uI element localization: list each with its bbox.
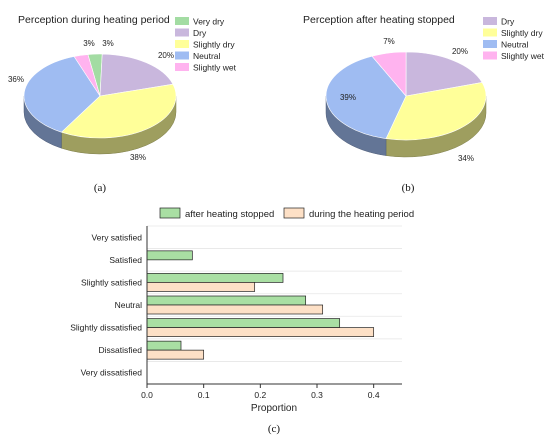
legend-swatch-3 (483, 51, 497, 60)
x-tick-label: 0.0 (141, 390, 153, 400)
bar-after-1 (146, 250, 193, 261)
bar-after-2 (146, 273, 284, 283)
pie-pct-label-3: 7% (383, 37, 395, 46)
x-tick-label: 0.2 (254, 390, 266, 400)
legend-label-2: Slightly dry (193, 40, 235, 50)
legend-swatch-0 (483, 17, 497, 25)
pie-pct-label-0: 20% (452, 47, 468, 56)
caption-b: (b) (402, 182, 415, 194)
legend-label-1: Dry (193, 28, 207, 38)
bar-legend-label-0: after heating stopped (185, 209, 274, 220)
pie-slice-2 (60, 83, 177, 139)
category-label: Dissatisfied (99, 345, 143, 355)
pie-pct-label-0: 3% (102, 39, 114, 48)
pie-slice-2 (325, 55, 407, 139)
pie-pct-label-2: 39% (340, 93, 356, 102)
category-label: Neutral (115, 300, 143, 310)
legend-swatch-1 (175, 28, 189, 37)
legend-label-0: Dry (501, 17, 515, 27)
x-tick-label: 0.1 (198, 390, 210, 400)
legend-label-2: Neutral (501, 40, 529, 50)
category-label: Satisfied (109, 255, 142, 265)
legend-label-3: Neutral (193, 51, 221, 61)
pie-slice-1 (99, 53, 174, 97)
legend-label-3: Slightly wet (501, 51, 545, 61)
caption-a: (a) (94, 182, 107, 194)
caption-c: (c) (268, 423, 281, 435)
bar-legend-swatch-0 (159, 207, 181, 219)
legend-swatch-2 (175, 40, 189, 48)
bar-during-3 (146, 304, 324, 315)
pie-slice-4 (73, 54, 101, 97)
legend-label-1: Slightly dry (501, 28, 543, 38)
legend-label-0: Very dry (193, 17, 225, 27)
legend-swatch-4 (175, 63, 189, 71)
pie-slice-3 (23, 56, 101, 133)
bar-after-3 (146, 295, 307, 306)
category-label: Slightly satisfied (81, 277, 142, 287)
pie-b-title: Perception after heating stopped (303, 14, 455, 26)
pie-chart-a: Perception during heating period 3% 20% 38… (8, 14, 237, 194)
category-label: Very dissatisfied (81, 368, 143, 378)
pie-slice-1 (385, 82, 487, 141)
bar-after-4 (146, 318, 341, 328)
pie-pct-label-1: 34% (458, 154, 474, 163)
x-tick-label: 0.3 (311, 390, 323, 400)
bar-legend-swatch-1 (283, 207, 305, 219)
category-label: Slightly dissatisfied (70, 323, 142, 333)
bar-chart-c: Very satisfied Satisfied Slightly satisfie… (70, 207, 414, 435)
x-tick-label: 0.4 (368, 390, 380, 400)
bar-during-5 (146, 349, 205, 360)
pie-slice-0 (405, 51, 483, 97)
legend-swatch-1 (483, 28, 497, 37)
legend-swatch-0 (175, 17, 189, 25)
pie-pct-label-3: 36% (8, 75, 24, 84)
legend-swatch-2 (483, 40, 497, 48)
pie-chart-b: Perception after heating stopped 20% 34% 3… (303, 14, 545, 194)
pie-pct-label-2: 38% (130, 153, 146, 162)
legend-label-4: Slightly wet (193, 63, 237, 73)
bar-legend-label-1: during the heating period (309, 209, 414, 220)
pie-pct-label-1: 20% (158, 51, 174, 60)
bar-during-4 (146, 327, 375, 337)
bar-after-5 (146, 340, 182, 351)
legend-swatch-3 (175, 51, 189, 60)
pie-a-title: Perception during heating period (18, 14, 170, 26)
x-axis-label: Proportion (251, 403, 297, 414)
pie-slice-3 (371, 51, 407, 97)
pie-pct-label-4: 3% (83, 39, 95, 48)
category-label: Very satisfied (91, 232, 142, 242)
bar-during-2 (146, 282, 256, 292)
